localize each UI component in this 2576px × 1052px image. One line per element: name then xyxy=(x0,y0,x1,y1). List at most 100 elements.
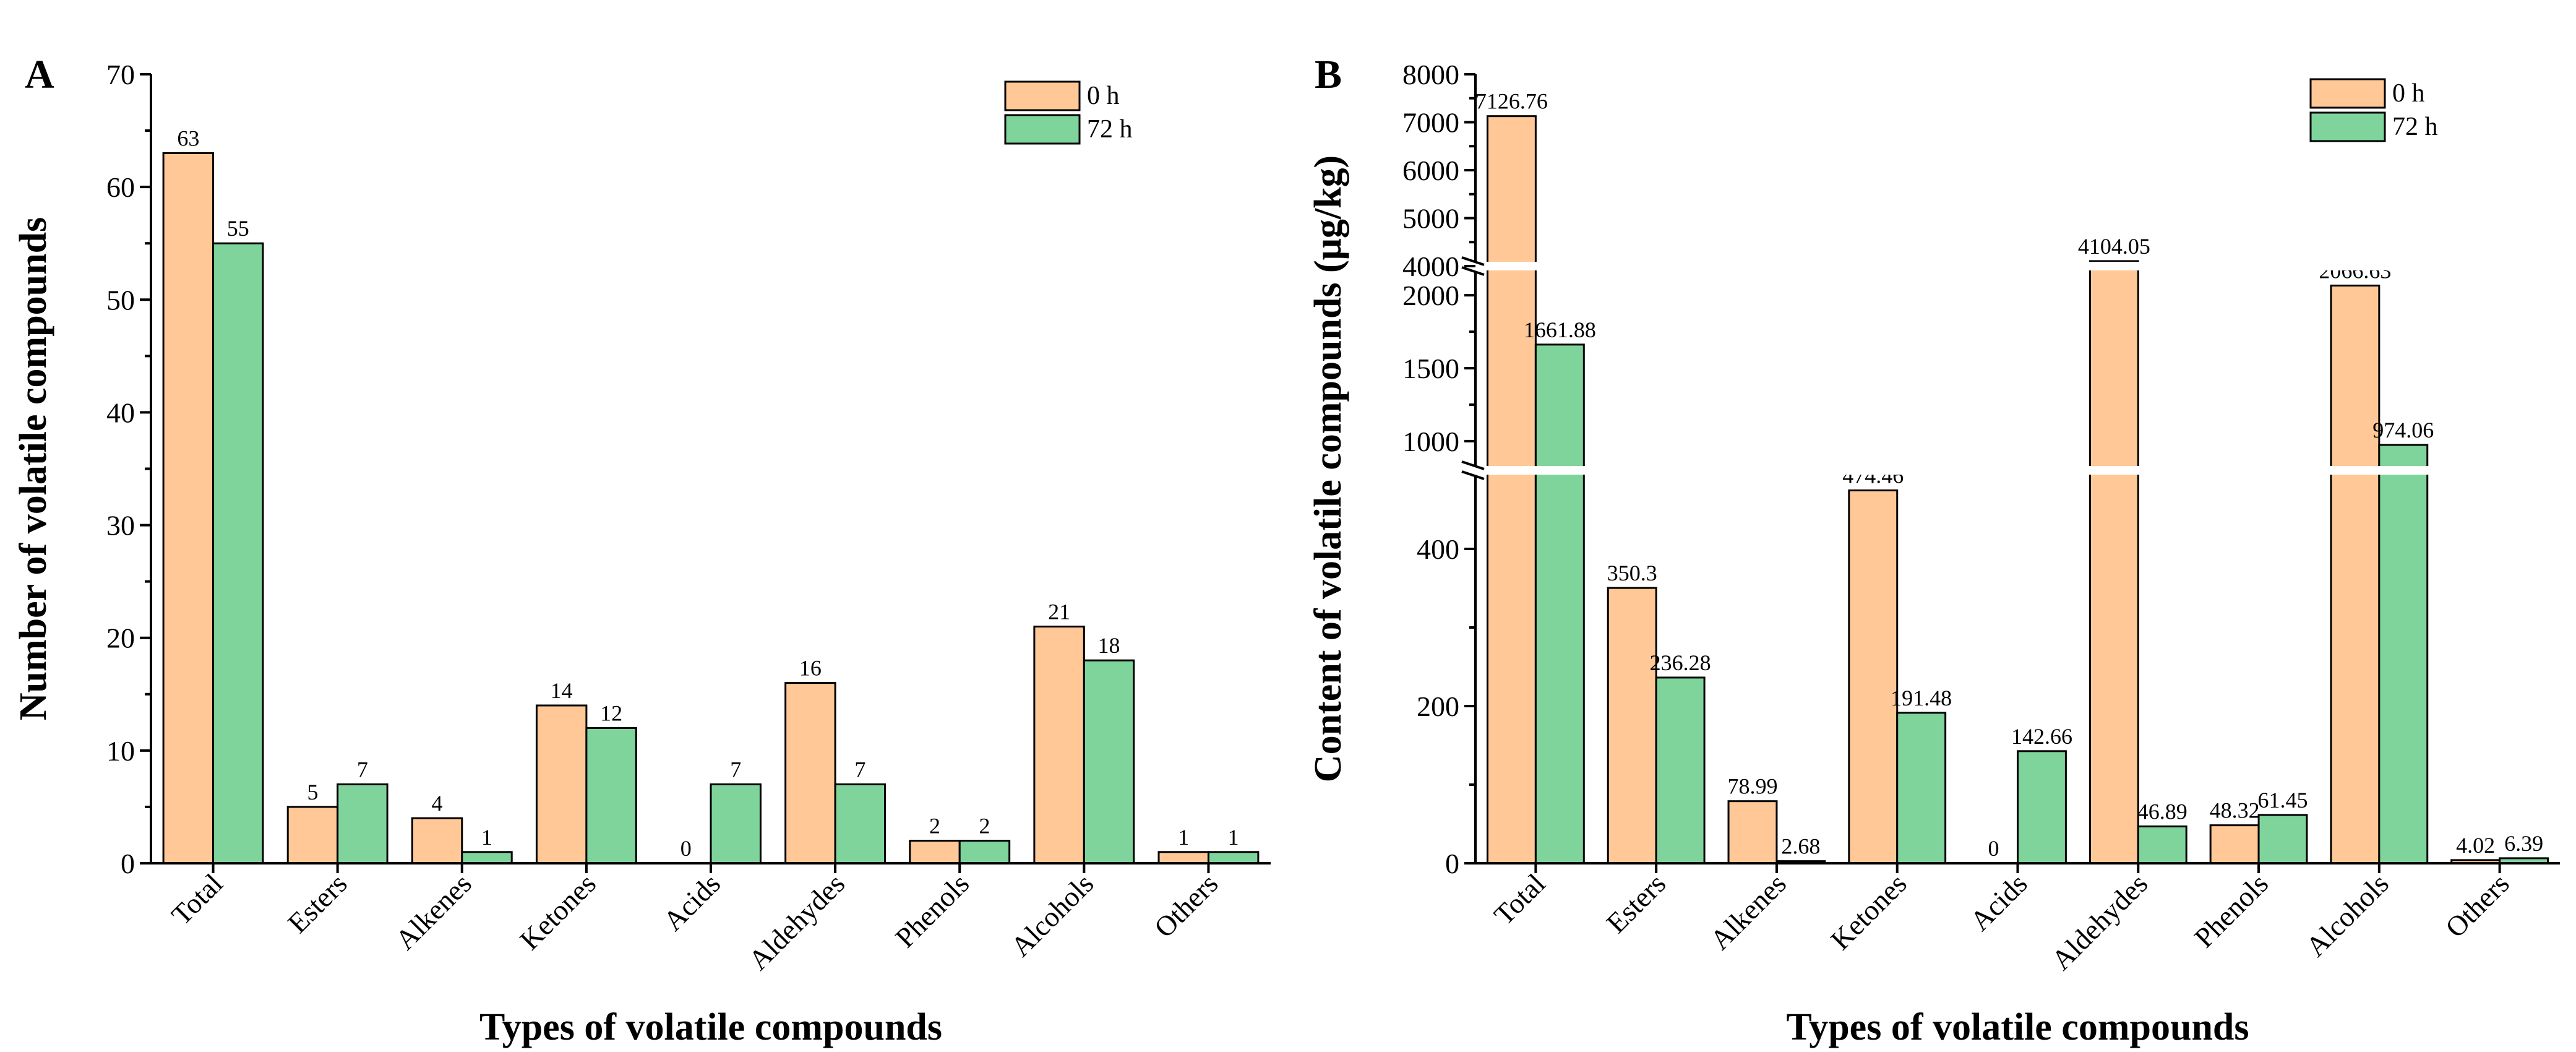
x-tick-label-alkenes: Alkenes xyxy=(1704,868,1792,956)
data-label: 974.06 xyxy=(2372,418,2434,442)
data-label: 12 xyxy=(600,701,622,725)
data-label: 1 xyxy=(1178,825,1189,850)
x-tick-label-total: Total xyxy=(165,868,228,931)
legend-swatch-72h xyxy=(1004,114,1081,145)
data-label: 48.32 xyxy=(2210,798,2260,823)
bar-0h-alkenes xyxy=(411,817,463,864)
bar-0h-phenols xyxy=(909,840,961,864)
bar-72h-phenols xyxy=(958,840,1011,864)
data-label: 61.45 xyxy=(2258,788,2308,813)
x-tick-label-esters: Esters xyxy=(281,868,353,939)
data-label: 18 xyxy=(1098,633,1120,658)
data-label: 7 xyxy=(730,757,741,782)
y-tick-label: 10 xyxy=(106,735,135,767)
data-label: 0 xyxy=(1988,836,1999,861)
bar-72h-ketones xyxy=(585,726,637,864)
data-label: 5 xyxy=(307,780,318,804)
bar-72h-aldehydes xyxy=(834,783,887,864)
data-label: 78.99 xyxy=(1727,774,1777,799)
legend-label: 0 h xyxy=(1087,82,1120,110)
x-tick-label-others: Others xyxy=(2439,868,2515,944)
y-axis-title: Content of volatile compounds (μg/kg) xyxy=(1307,155,1349,782)
data-label: 4.02 xyxy=(2456,833,2495,858)
panel-letter: B xyxy=(1315,52,1342,97)
bar-72h-total xyxy=(1534,343,1585,864)
bar-72h-aldehydes xyxy=(2137,825,2187,864)
bar-72h-esters xyxy=(337,783,389,864)
data-label: 0 xyxy=(680,836,692,861)
data-label: 350.3 xyxy=(1607,561,1657,585)
y-tick-label: 50 xyxy=(106,284,135,316)
bar-0h-esters xyxy=(1607,587,1657,864)
data-label: 6.39 xyxy=(2504,831,2543,856)
data-label: 7126.76 xyxy=(1475,89,1548,114)
x-tick-label-aldehydes: Aldehydes xyxy=(742,868,851,976)
bar-72h-acids xyxy=(710,783,762,864)
data-label: 63 xyxy=(177,126,199,151)
bar-72h-phenols xyxy=(2257,814,2308,864)
bar-0h-ketones xyxy=(1848,489,1899,864)
y-tick-label: 4000 xyxy=(1402,251,1459,282)
x-tick-label-alcohols: Alcohols xyxy=(2299,868,2395,963)
panel-letter: A xyxy=(25,52,54,97)
bar-72h-acids xyxy=(2017,750,2067,864)
x-tick-label-alkenes: Alkenes xyxy=(389,868,478,956)
bar-0h-aldehydes xyxy=(2089,260,2139,864)
bar-0h-total xyxy=(1486,115,1537,864)
bar-72h-ketones xyxy=(1896,712,1947,864)
legend-label: 72 h xyxy=(1087,115,1133,144)
x-tick-label-alcohols: Alcohols xyxy=(1005,868,1100,963)
bar-0h-total xyxy=(162,152,215,864)
bar-0h-phenols xyxy=(2209,824,2260,864)
x-tick-label-phenols: Phenols xyxy=(2188,868,2274,954)
x-tick-label-esters: Esters xyxy=(1600,868,1672,939)
data-label: 46.89 xyxy=(2137,799,2187,824)
y-tick-label: 20 xyxy=(106,623,135,654)
y-tick-label: 8000 xyxy=(1402,59,1459,90)
y-tick-label: 6000 xyxy=(1402,155,1459,186)
data-label: 7 xyxy=(854,757,865,782)
legend-swatch-0h xyxy=(1004,80,1081,111)
axis-break-gap xyxy=(1462,466,2565,475)
y-tick-label: 1500 xyxy=(1402,353,1459,384)
y-tick-label: 2000 xyxy=(1402,280,1459,311)
bar-72h-alcohols xyxy=(1083,659,1135,864)
bar-0h-esters xyxy=(286,806,339,864)
axis-break-mark xyxy=(1461,266,1485,276)
x-axis-title: Types of volatile compounds xyxy=(1786,1006,2249,1048)
x-tick-label-phenols: Phenols xyxy=(889,868,975,954)
x-tick-label-acids: Acids xyxy=(1964,868,2033,937)
bar-72h-total xyxy=(212,242,264,864)
data-label: 7 xyxy=(357,757,368,782)
y-tick-label: 0 xyxy=(121,848,135,879)
data-label: 1 xyxy=(481,825,492,850)
data-label: 236.28 xyxy=(1650,650,1711,675)
y-tick-label: 5000 xyxy=(1402,203,1459,235)
bar-72h-alkenes xyxy=(461,851,513,864)
axis-break-mark xyxy=(1461,470,1485,480)
bar-0h-alcohols xyxy=(1033,626,1085,864)
x-axis-title: Types of volatile compounds xyxy=(479,1006,942,1048)
y-tick-label: 60 xyxy=(106,171,135,203)
axis-break-gap xyxy=(1462,262,2565,270)
data-label: 1661.88 xyxy=(1524,317,1596,342)
legend-swatch-72h xyxy=(2309,111,2386,142)
bar-0h-ketones xyxy=(535,704,588,864)
y-tick-label: 70 xyxy=(106,59,135,90)
data-label: 2.68 xyxy=(1781,834,1820,859)
x-tick-label-others: Others xyxy=(1148,868,1224,944)
legend-label: 72 h xyxy=(2392,113,2438,141)
legend-label: 0 h xyxy=(2392,79,2425,108)
data-label: 4104.05 xyxy=(2078,234,2150,259)
panel-b: 7126.76350.378.99474.4604104.0548.322066… xyxy=(1307,52,2565,1048)
bar-0h-alcohols xyxy=(2330,284,2381,864)
y-axis-title: Number of volatile compounds xyxy=(12,217,54,721)
axis-break-mark xyxy=(1461,460,1485,470)
bar-72h-others xyxy=(1207,851,1260,864)
data-label: 142.66 xyxy=(2011,724,2072,749)
x-tick-label-total: Total xyxy=(1488,868,1551,931)
data-label: 191.48 xyxy=(1891,686,1952,710)
axis-break-mark xyxy=(1461,256,1485,266)
